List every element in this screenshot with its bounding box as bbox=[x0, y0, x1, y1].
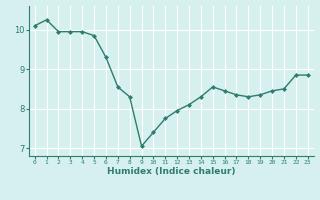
X-axis label: Humidex (Indice chaleur): Humidex (Indice chaleur) bbox=[107, 167, 236, 176]
